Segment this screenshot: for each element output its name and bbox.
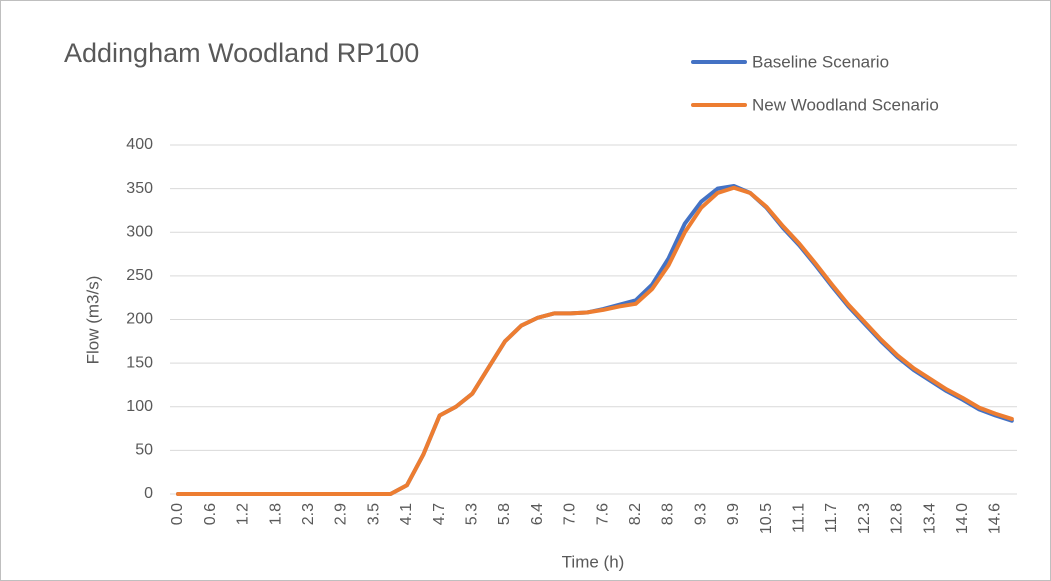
- x-tick-label: 11.1: [791, 503, 808, 533]
- x-tick-label: 8.2: [627, 503, 644, 525]
- y-tick-label: 350: [126, 180, 153, 197]
- x-tick-label: 1.8: [267, 503, 284, 525]
- legend-label: New Woodland Scenario: [752, 95, 939, 114]
- x-tick-label: 0.0: [169, 503, 186, 525]
- y-tick-label: 400: [126, 136, 153, 153]
- y-tick-label: 0: [144, 485, 153, 502]
- x-tick-label: 11.7: [823, 503, 840, 533]
- x-tick-label: 14.6: [987, 503, 1004, 534]
- y-tick-label: 200: [126, 311, 153, 328]
- x-tick-label: 9.9: [725, 503, 742, 525]
- y-tick-label: 150: [126, 354, 153, 371]
- y-tick-label: 100: [126, 398, 153, 415]
- y-axis-label: Flow (m3/s): [83, 276, 102, 365]
- x-tick-label: 4.1: [398, 503, 415, 525]
- legend-label: Baseline Scenario: [752, 52, 889, 71]
- x-tick-label: 13.4: [921, 503, 938, 534]
- x-axis-label: Time (h): [562, 552, 625, 571]
- x-tick-label: 7.0: [562, 503, 579, 525]
- x-tick-label: 8.8: [660, 503, 677, 525]
- y-tick-label: 250: [126, 267, 153, 284]
- x-tick-label: 0.6: [202, 503, 219, 525]
- x-tick-label: 6.4: [529, 503, 546, 525]
- chart-title: Addingham Woodland RP100: [64, 38, 419, 68]
- y-tick-label: 300: [126, 223, 153, 240]
- x-tick-label: 12.3: [856, 503, 873, 534]
- line-series: [176, 185, 1014, 496]
- x-tick-label: 9.3: [692, 503, 709, 525]
- x-tick-label: 2.9: [333, 503, 350, 525]
- x-tick-label: 2.3: [300, 503, 317, 525]
- x-tick-label: 5.3: [464, 503, 481, 525]
- x-tick-label: 3.5: [365, 503, 382, 525]
- y-tick-label: 50: [135, 442, 153, 459]
- x-tick-label: 12.8: [889, 503, 906, 534]
- x-tick-label: 7.6: [594, 503, 611, 525]
- x-tick-label: 4.7: [431, 503, 448, 525]
- x-tick-label: 10.5: [758, 503, 775, 534]
- x-tick-label: 1.2: [235, 503, 252, 525]
- x-tick-label: 5.8: [496, 503, 513, 525]
- x-tick-label: 14.0: [954, 503, 971, 534]
